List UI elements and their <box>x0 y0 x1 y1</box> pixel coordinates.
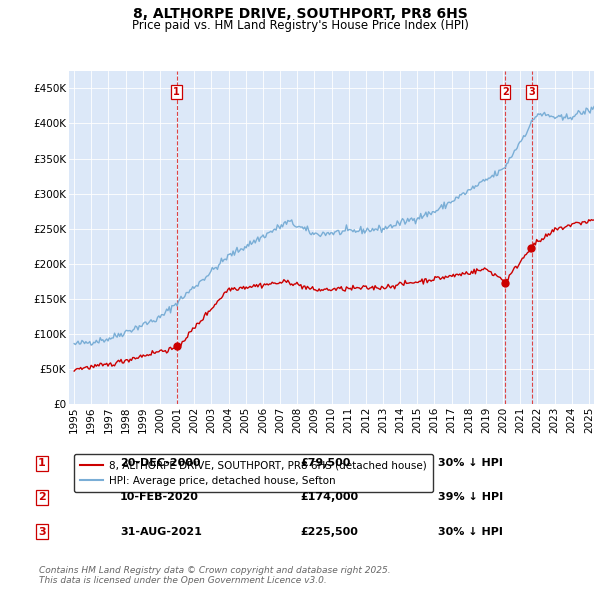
Text: Contains HM Land Registry data © Crown copyright and database right 2025.
This d: Contains HM Land Registry data © Crown c… <box>39 566 391 585</box>
Text: Price paid vs. HM Land Registry's House Price Index (HPI): Price paid vs. HM Land Registry's House … <box>131 19 469 32</box>
Text: 39% ↓ HPI: 39% ↓ HPI <box>438 493 503 502</box>
Text: 1: 1 <box>173 87 180 97</box>
Text: £174,000: £174,000 <box>300 493 358 502</box>
Text: 20-DEC-2000: 20-DEC-2000 <box>120 458 200 468</box>
Text: £225,500: £225,500 <box>300 527 358 536</box>
Text: 8, ALTHORPE DRIVE, SOUTHPORT, PR8 6HS: 8, ALTHORPE DRIVE, SOUTHPORT, PR8 6HS <box>133 7 467 21</box>
Text: 30% ↓ HPI: 30% ↓ HPI <box>438 458 503 468</box>
Text: 10-FEB-2020: 10-FEB-2020 <box>120 493 199 502</box>
Legend: 8, ALTHORPE DRIVE, SOUTHPORT, PR8 6HS (detached house), HPI: Average price, deta: 8, ALTHORPE DRIVE, SOUTHPORT, PR8 6HS (d… <box>74 454 433 492</box>
Text: 30% ↓ HPI: 30% ↓ HPI <box>438 527 503 536</box>
Text: 3: 3 <box>38 527 46 536</box>
Text: 2: 2 <box>38 493 46 502</box>
Text: £79,500: £79,500 <box>300 458 350 468</box>
Text: 31-AUG-2021: 31-AUG-2021 <box>120 527 202 536</box>
Text: 2: 2 <box>502 87 509 97</box>
Text: 1: 1 <box>38 458 46 468</box>
Text: 3: 3 <box>529 87 535 97</box>
